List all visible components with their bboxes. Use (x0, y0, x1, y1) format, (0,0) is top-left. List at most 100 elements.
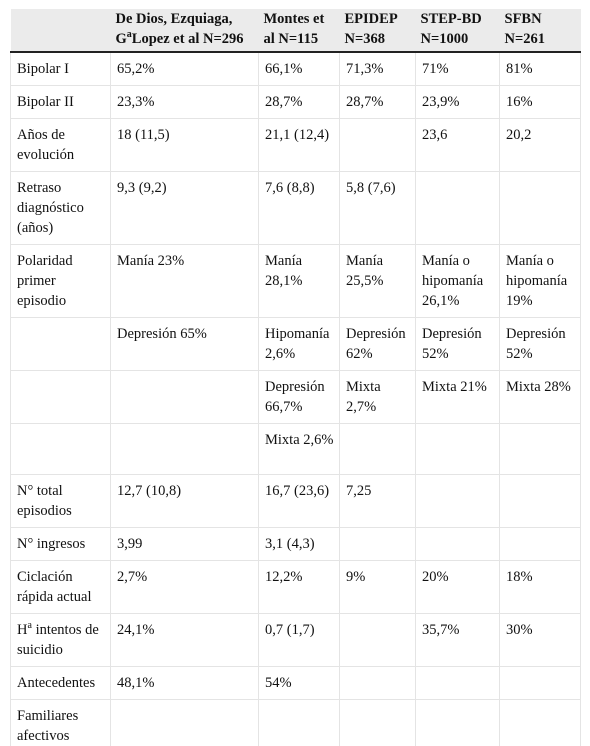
row-label (11, 424, 111, 475)
table-cell (416, 475, 500, 528)
table-cell: 9,3 (9,2) (111, 172, 259, 245)
table-cell: 35,7% (416, 614, 500, 667)
table-cell: 3,1 (4,3) (259, 528, 340, 561)
table-row: Ciclación rápida actual 2,7% 12,2% 9% 20… (11, 561, 581, 614)
table-cell: Mixta 21% (416, 371, 500, 424)
table-cell (500, 667, 581, 700)
header-cell-epidep: EPIDEP N=368 (340, 9, 416, 52)
table-cell: 23,6 (416, 119, 500, 172)
table-cell (416, 700, 500, 746)
table-cell: Manía 25,5% (340, 245, 416, 318)
table-body: Bipolar I 65,2% 66,1% 71,3% 71% 81% Bipo… (11, 52, 581, 746)
table-row: Retraso diagnóstico (años) 9,3 (9,2) 7,6… (11, 172, 581, 245)
header-text: Montes et (264, 11, 325, 27)
header-text: al N=115 (264, 31, 319, 47)
table-row: Depresión 65% Hipomanía 2,6% Depresión 6… (11, 318, 581, 371)
table-cell (416, 667, 500, 700)
table-row: Bipolar I 65,2% 66,1% 71,3% 71% 81% (11, 52, 581, 86)
table-cell: 20,2 (500, 119, 581, 172)
header-text: G (116, 31, 127, 47)
row-label: Polaridad primer episodio (11, 245, 111, 318)
table-cell: Manía o hipomanía 19% (500, 245, 581, 318)
table-cell: Manía 28,1% (259, 245, 340, 318)
table-cell: 12,7 (10,8) (111, 475, 259, 528)
table-cell (340, 119, 416, 172)
table-cell: 9% (340, 561, 416, 614)
table-cell: Mixta 2,7% (340, 371, 416, 424)
table-cell: Hipomanía 2,6% (259, 318, 340, 371)
row-label: Bipolar I (11, 52, 111, 86)
header-text: N=368 (345, 31, 385, 47)
row-label: N° total episodios (11, 475, 111, 528)
header-cell-empty (11, 9, 111, 52)
row-label: Antecedentes (11, 667, 111, 700)
table-cell: 12,2% (259, 561, 340, 614)
header-row: De Dios, Ezquiaga, GaLopez et al N=296 M… (11, 9, 581, 52)
table-cell (259, 700, 340, 746)
table-cell (340, 667, 416, 700)
table-row: Mixta 2,6% (11, 424, 581, 475)
table-cell: 65,2% (111, 52, 259, 86)
row-label: Ciclación rápida actual (11, 561, 111, 614)
table-cell (500, 424, 581, 475)
table-cell: 81% (500, 52, 581, 86)
table-row: Familiares afectivos (11, 700, 581, 746)
table-row: Años de evolución 18 (11,5) 21,1 (12,4) … (11, 119, 581, 172)
table-row: Depresión 66,7% Mixta 2,7% Mixta 21% Mix… (11, 371, 581, 424)
table-cell: Mixta 28% (500, 371, 581, 424)
table-cell: 0,7 (1,7) (259, 614, 340, 667)
table-row: Ha intentos de suicidio 24,1% 0,7 (1,7) … (11, 614, 581, 667)
header-cell-montes: Montes et al N=115 (259, 9, 340, 52)
table-cell (340, 614, 416, 667)
table-cell: 7,25 (340, 475, 416, 528)
table-cell: 23,9% (416, 86, 500, 119)
table-cell: 16,7 (23,6) (259, 475, 340, 528)
table-cell: 24,1% (111, 614, 259, 667)
table-cell (500, 172, 581, 245)
table-cell: 7,6 (8,8) (259, 172, 340, 245)
table-cell: Depresión 62% (340, 318, 416, 371)
header-text: SFBN (505, 11, 542, 27)
table-header: De Dios, Ezquiaga, GaLopez et al N=296 M… (11, 9, 581, 52)
table-cell: Manía 23% (111, 245, 259, 318)
table-cell (340, 528, 416, 561)
table-row: Polaridad primer episodio Manía 23% Maní… (11, 245, 581, 318)
row-label: Retraso diagnóstico (años) (11, 172, 111, 245)
table-cell (340, 700, 416, 746)
table-cell (340, 424, 416, 475)
table-cell: 30% (500, 614, 581, 667)
header-text: N=1000 (421, 31, 469, 47)
table-cell: Mixta 2,6% (259, 424, 340, 475)
table-cell: Depresión 65% (111, 318, 259, 371)
row-label: Familiares afectivos (11, 700, 111, 746)
row-label: Años de evolución (11, 119, 111, 172)
header-text: De Dios, Ezquiaga, (116, 11, 233, 27)
table-cell: 20% (416, 561, 500, 614)
table-cell: 16% (500, 86, 581, 119)
comparison-table: De Dios, Ezquiaga, GaLopez et al N=296 M… (10, 9, 581, 746)
table-cell: Depresión 66,7% (259, 371, 340, 424)
header-cell-step-bd: STEP-BD N=1000 (416, 9, 500, 52)
table-cell: 21,1 (12,4) (259, 119, 340, 172)
table-cell: 66,1% (259, 52, 340, 86)
header-text: EPIDEP (345, 11, 398, 27)
table-cell (500, 475, 581, 528)
table-row: N° total episodios 12,7 (10,8) 16,7 (23,… (11, 475, 581, 528)
row-label (11, 318, 111, 371)
row-label: Bipolar II (11, 86, 111, 119)
table-cell (416, 528, 500, 561)
header-text: STEP-BD (421, 11, 482, 27)
table-cell: 5,8 (7,6) (340, 172, 416, 245)
table-cell: 18 (11,5) (111, 119, 259, 172)
table-cell: Manía o hipomanía 26,1% (416, 245, 500, 318)
table-cell (111, 371, 259, 424)
row-label: Ha intentos de suicidio (11, 614, 111, 667)
table-cell: 54% (259, 667, 340, 700)
table-row: Bipolar II 23,3% 28,7% 28,7% 23,9% 16% (11, 86, 581, 119)
table-row: N° ingresos 3,99 3,1 (4,3) (11, 528, 581, 561)
table-cell (500, 528, 581, 561)
table-cell: Depresión 52% (500, 318, 581, 371)
table-cell (111, 700, 259, 746)
table-cell: 18% (500, 561, 581, 614)
row-label (11, 371, 111, 424)
